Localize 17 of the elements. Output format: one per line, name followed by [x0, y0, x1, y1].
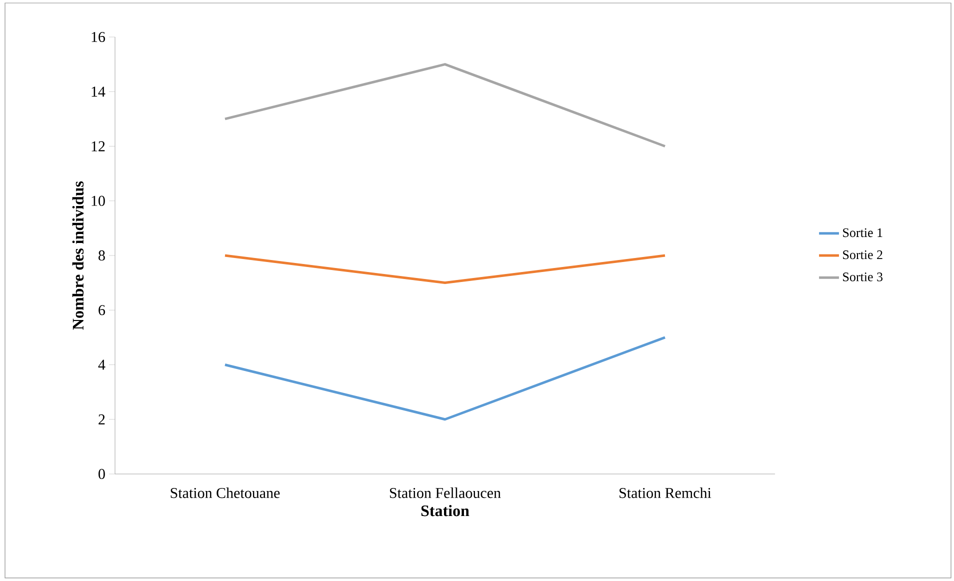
y-tick-label: 0 [98, 468, 105, 480]
x-tick-label: Station Remchi [620, 488, 712, 498]
x-axis-title: Station [421, 504, 470, 516]
y-axis-title: Nombre des individus [72, 181, 84, 330]
x-tick-label: Station Fellaoucen [390, 488, 501, 498]
y-tick-label: 6 [98, 305, 106, 316]
y-tick-label: 16 [92, 32, 106, 42]
y-tick-label: 14 [92, 86, 106, 97]
x-tick-label: Station Chetouane [170, 488, 280, 498]
y-tick-label: 4 [98, 360, 106, 370]
y-tick-label: 12 [92, 141, 105, 152]
y-tick-label: 8 [98, 250, 105, 261]
y-tick-label: 10 [92, 196, 105, 206]
legend-label: Sortie 1 [843, 228, 882, 238]
y-tick-label: 2 [98, 414, 105, 424]
legend-label: Sortie 3 [843, 272, 882, 282]
legend-label: Sortie 2 [843, 250, 882, 260]
